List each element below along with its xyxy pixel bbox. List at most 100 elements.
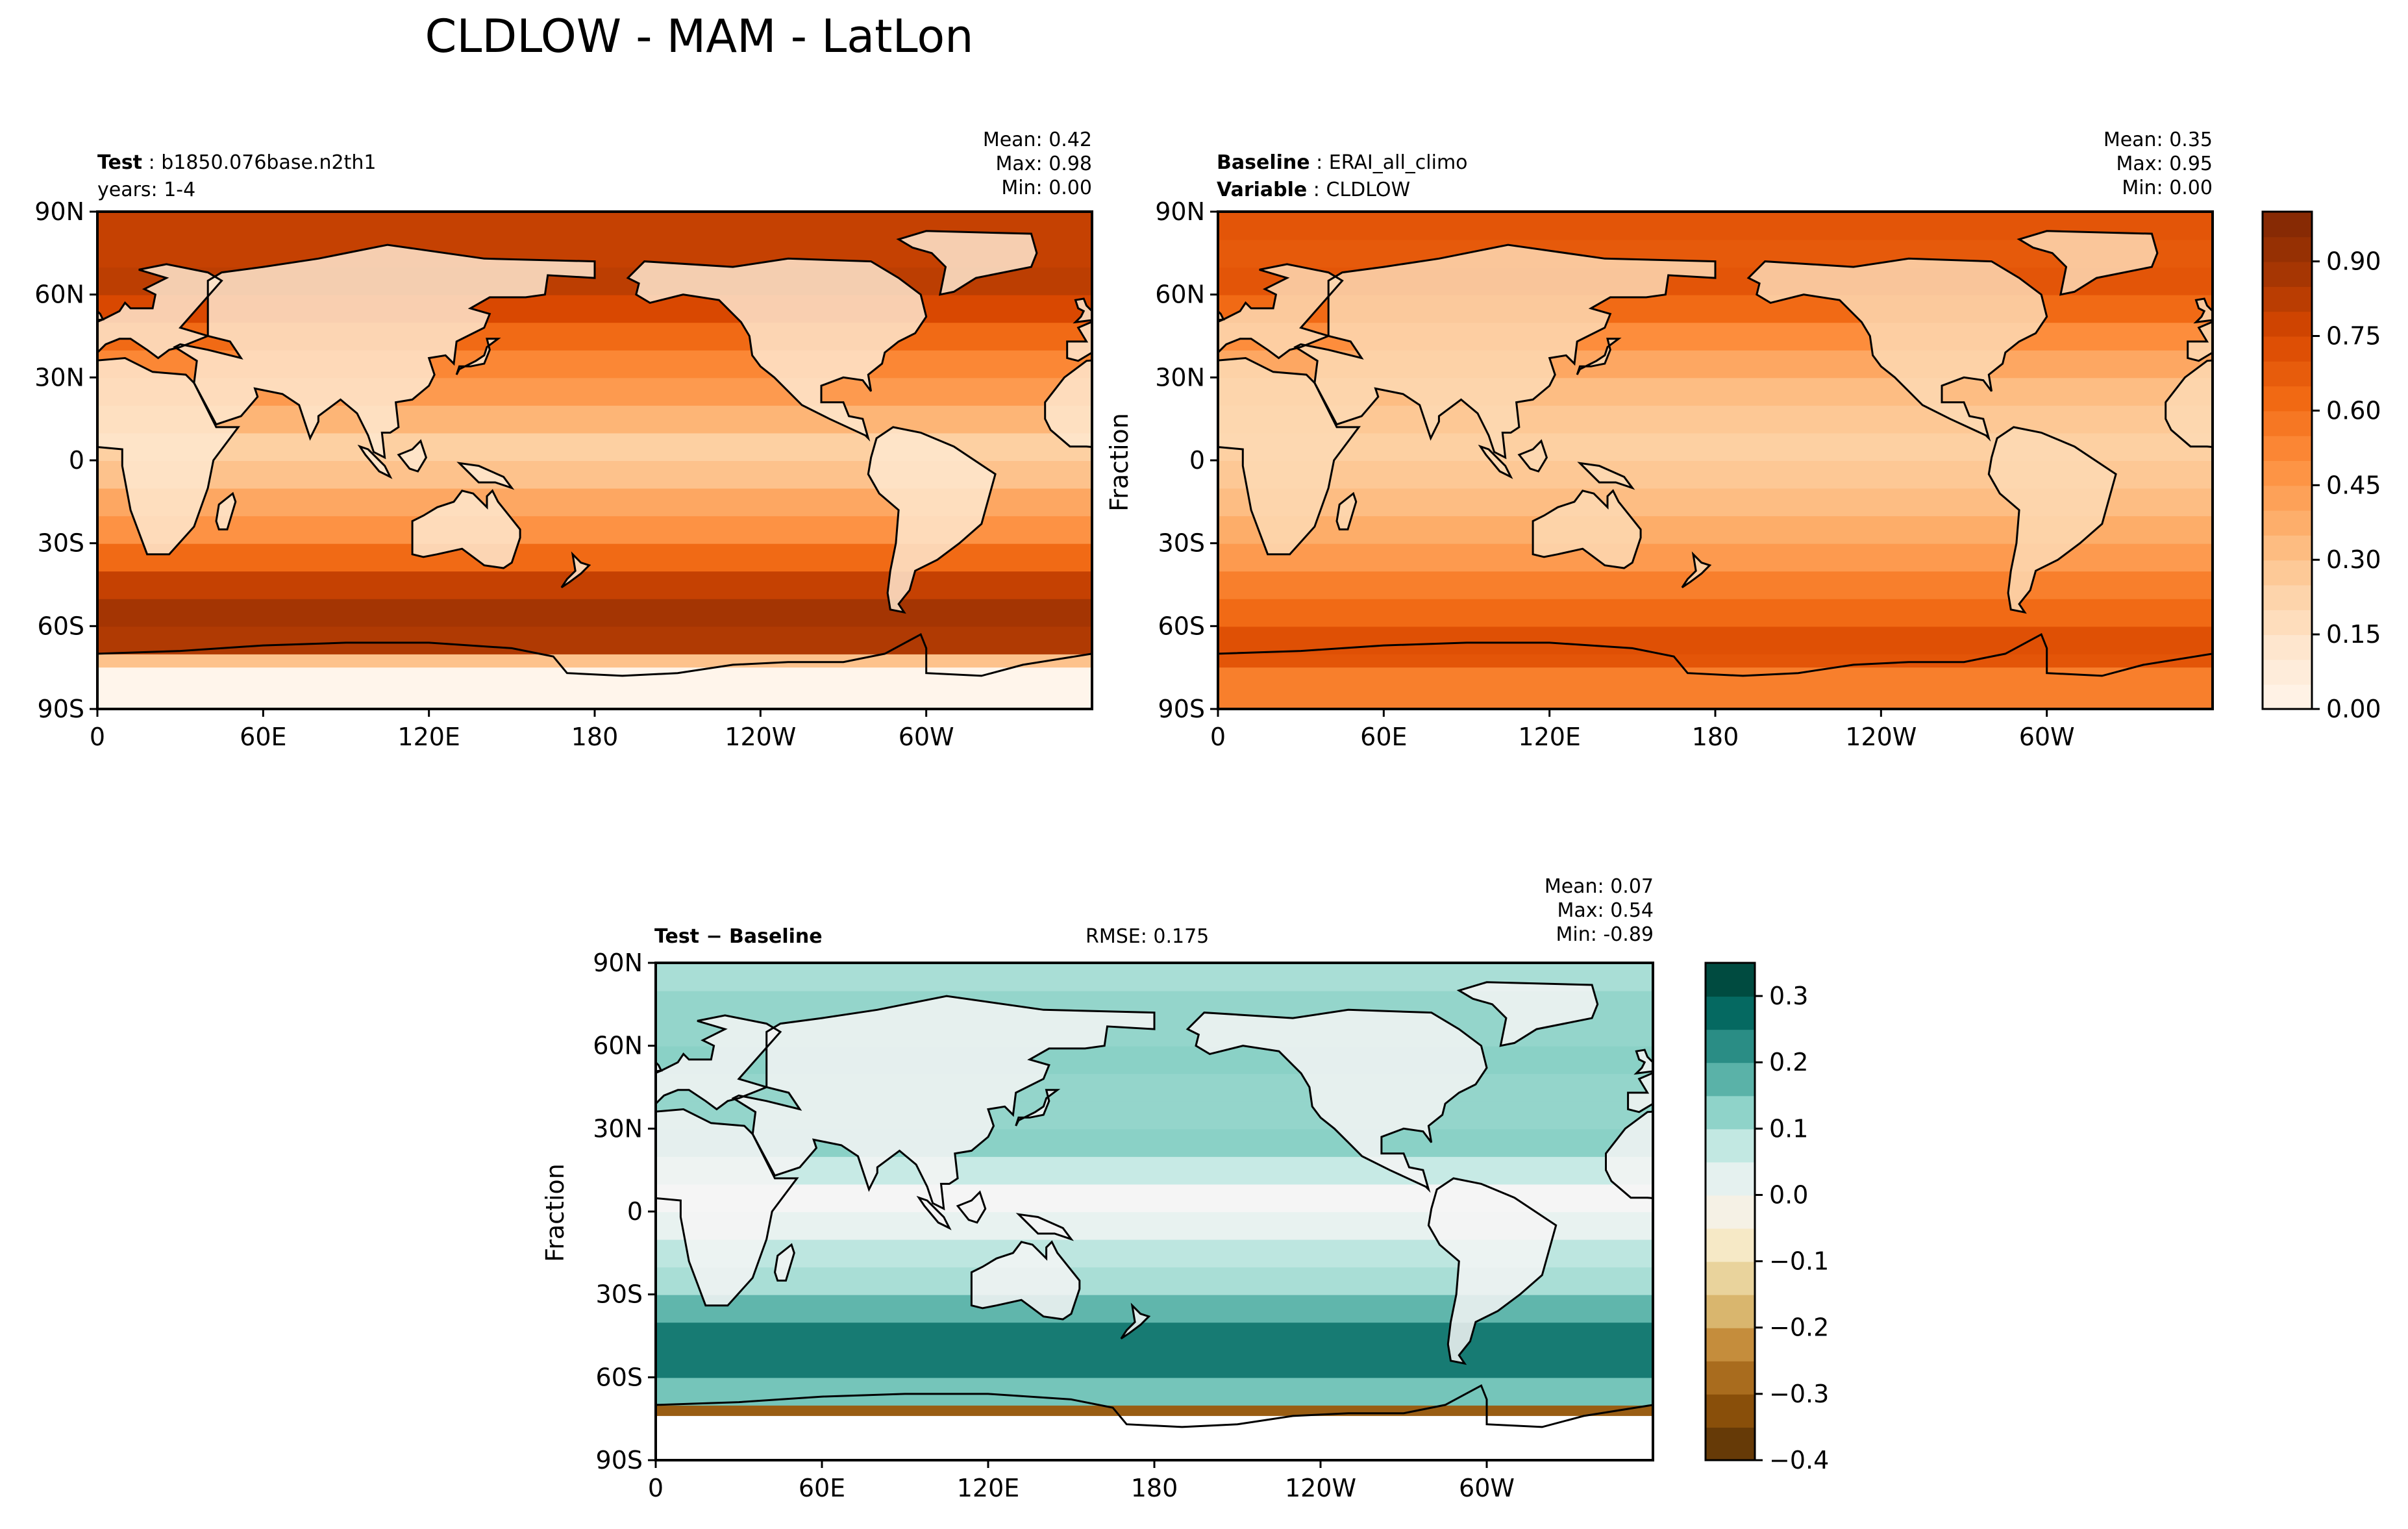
colorbar-cloud-segment	[2263, 286, 2312, 312]
test-lat-label: 90N	[34, 197, 84, 226]
colorbar-diff-segment	[1706, 1393, 1755, 1428]
test-lon-label: 120W	[725, 723, 796, 751]
diff-rmse: RMSE: 0.175	[1086, 925, 1209, 948]
colorbar-cloud-frame	[2261, 210, 2313, 710]
colorbar-cloud-segment	[2263, 684, 2312, 710]
diff-lon-label: 0	[648, 1474, 664, 1502]
test-lon-label: 0	[90, 723, 105, 751]
colorbar-cloud-segment	[2263, 212, 2312, 238]
baseline-lat-label: 60N	[1155, 280, 1205, 309]
baseline-coast-samerica	[1987, 426, 2117, 614]
diff-coast-antarctica	[656, 1384, 1653, 1428]
colorbar-cloud-label: 0.75	[2326, 322, 2381, 351]
colorbar-diff-segment	[1706, 1261, 1755, 1295]
test-coast-samerica	[867, 426, 997, 614]
colorbar-cloud-segment	[2263, 560, 2312, 586]
diff-land-newguinea	[2016, 1214, 2068, 1239]
colorbar-diff-label: 0.0	[1769, 1180, 1808, 1209]
diff-coast-antarctica	[1652, 1404, 1653, 1405]
colorbar-diff-label: 0.2	[1769, 1048, 1808, 1076]
colorbar-diff-label: −0.3	[1769, 1380, 1829, 1408]
diff-coast-sumatra	[916, 1195, 952, 1230]
baseline-coast-africa	[1218, 356, 1361, 556]
baseline-lat-label: 60S	[1158, 612, 1205, 640]
diff-land-asia	[733, 996, 1154, 1209]
variable-sep: :	[1307, 179, 1326, 201]
test-land-madagascar	[216, 493, 236, 530]
colorbar-cloud-segment	[2263, 435, 2312, 461]
baseline-coast-uk	[2193, 297, 2213, 324]
test-coast-greenland	[896, 230, 1038, 296]
baseline-sep: :	[1310, 151, 1329, 174]
diff-band	[656, 1322, 1653, 1350]
baseline-band	[1218, 404, 2213, 434]
baseline-coast-uk	[1218, 310, 1225, 321]
colorbar-cloud-label: 0.45	[2326, 471, 2381, 499]
baseline-lat-label: 30S	[1158, 529, 1205, 558]
baseline-coast-asia	[1293, 243, 1717, 460]
test-lat-label: 30S	[38, 529, 84, 558]
baseline-land-australia	[1533, 490, 1641, 568]
test-mean: Mean: 0.42	[983, 129, 1092, 151]
diff-coast-asia	[731, 995, 1156, 1211]
test-coast-namerica	[626, 257, 928, 442]
diff-land-samerica	[1428, 1178, 1556, 1364]
test-band	[97, 598, 1092, 627]
test-sep: :	[142, 151, 161, 174]
baseline-lat-label: 90S	[1158, 695, 1205, 723]
test-band	[97, 404, 1092, 434]
baseline-coast-namerica	[1746, 257, 2048, 442]
colorbar-diff-label: −0.4	[1769, 1446, 1829, 1474]
diff-lon-label: 60E	[799, 1474, 845, 1502]
diff-lon-label: 60W	[1459, 1474, 1515, 1502]
svg-text:Variable : CLDLOW: Variable : CLDLOW	[1217, 179, 1410, 201]
baseline-land-asia	[1295, 245, 1715, 458]
diff-land-madagascar	[775, 1245, 795, 1281]
test-coast-uk	[97, 310, 105, 321]
variable-name: CLDLOW	[1326, 179, 1410, 201]
test-land-australia	[412, 490, 521, 568]
colorbar-cloud-segment	[2263, 261, 2312, 287]
colorbar-diff-segment	[1706, 1426, 1755, 1461]
colorbar-cloud-segment	[2263, 410, 2312, 436]
test-coast-nz	[560, 551, 591, 589]
baseline-coast-greenland	[2017, 230, 2159, 296]
baseline-lon-label: 120W	[1845, 723, 1917, 751]
colorbar-diff-segment	[1706, 1162, 1755, 1196]
diff-coast-sumatra	[1916, 1198, 1946, 1228]
diff-land-japan	[2013, 1090, 2055, 1126]
colorbar-cloud-segment	[2263, 311, 2312, 337]
diff-land-borneo	[958, 1192, 986, 1223]
test-coast-africa	[97, 356, 240, 556]
colorbar-diff-segment	[1706, 1360, 1755, 1395]
diff-land-africa	[1606, 1112, 1653, 1199]
test-case-name: b1850.076base.n2th1	[161, 151, 376, 174]
diff-antarctic-interior	[656, 1415, 1653, 1460]
diff-ylabel: Fraction	[541, 1163, 569, 1262]
test-lon-label: 120E	[397, 723, 460, 751]
baseline-land-madagascar	[1337, 493, 1356, 530]
colorbar-diff-label: 0.3	[1769, 982, 1808, 1010]
baseline-coast-nz	[1681, 551, 1712, 589]
baseline-max: Max: 0.95	[2116, 153, 2213, 175]
colorbar-diff-segment	[1706, 1062, 1755, 1097]
diff-coast-madagascar	[773, 1243, 795, 1282]
diff-lat-label: 90S	[596, 1446, 643, 1474]
test-land-europe	[97, 264, 222, 358]
diff-coast-europe	[656, 1014, 782, 1111]
test-label: Test	[97, 151, 142, 174]
diff-coast-australia	[970, 1240, 1081, 1321]
diff-coast-uk	[1633, 1049, 1653, 1075]
colorbar-diff-label: −0.1	[1769, 1247, 1829, 1276]
diff-min: Min: -0.89	[1556, 923, 1654, 946]
test-land-europe	[1067, 321, 1092, 361]
colorbar-cloud-segment	[2263, 659, 2312, 685]
diff-land-australia	[1968, 1242, 2076, 1319]
baseline-ylabel: Fraction	[1105, 413, 1134, 512]
svg-text:Baseline : ERAI_all_climo: Baseline : ERAI_all_climo	[1217, 151, 1468, 174]
test-land-namerica	[628, 258, 926, 438]
diff-land-europe	[1628, 1073, 1653, 1112]
baseline-lon-label: 180	[1692, 723, 1739, 751]
